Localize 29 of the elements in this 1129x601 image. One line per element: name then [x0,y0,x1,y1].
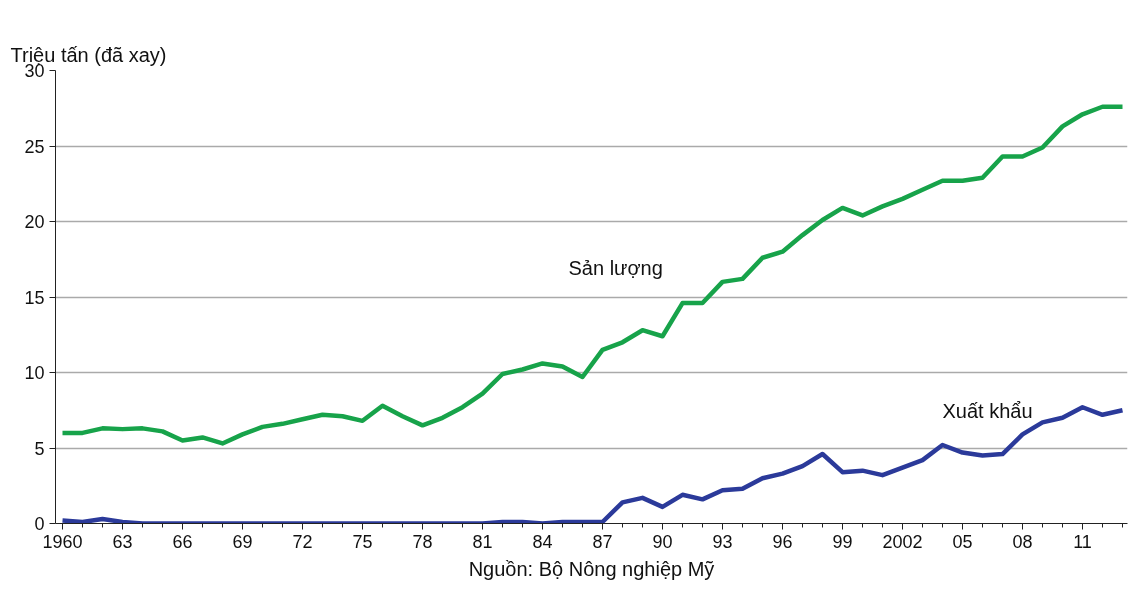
y-tick-label: 10 [24,363,45,383]
x-tick-label: 90 [652,531,673,552]
x-tick-label: 2002 [882,531,923,552]
series-label: Sản lượng [568,256,663,279]
x-tick-label: 96 [772,531,793,552]
x-tick-label: 69 [232,531,253,552]
x-tick-label: 99 [832,531,853,552]
x-tick-label: 05 [952,531,973,552]
y-tick-label: 5 [34,438,45,459]
x-tick-label: 81 [472,531,493,552]
x-tick-label: 63 [112,531,133,552]
line-series [60,104,1125,446]
y-tick-label: 0 [34,514,45,534]
x-tick-label: 72 [292,531,313,552]
text: Nguồn: Bộ Nông nghiệp Mỹ [468,557,715,580]
x-tick-label: 93 [712,531,733,552]
x-tick-label: 75 [352,531,373,552]
x-tick-label: 11 [1073,531,1092,552]
x-tick-label: 78 [412,531,433,552]
y-tick-label: 15 [24,287,45,308]
x-tick-label: 84 [532,531,553,552]
y-tick-label: 20 [24,212,45,232]
y-axis-title: Triệu tấn (đã xay) [10,43,167,66]
x-tick-label: 08 [1012,531,1033,552]
x-tick-label: 1960 [42,531,83,552]
x-tick-label: 66 [172,531,193,552]
y-tick-label: 25 [24,136,45,157]
series-label: Xuất khẩu [942,400,1033,423]
x-tick-label: 87 [592,531,613,552]
